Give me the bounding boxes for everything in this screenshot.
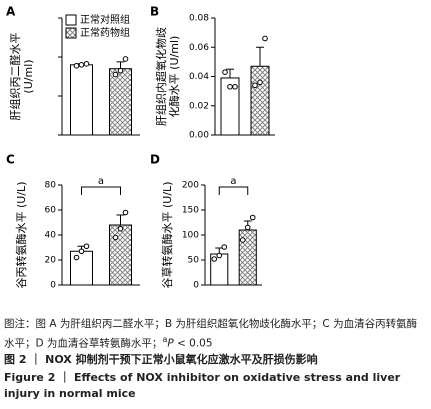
data-point — [262, 35, 268, 42]
data-point — [239, 237, 246, 243]
data-point — [117, 225, 124, 232]
y-axis-label: (U/ml) — [22, 59, 35, 93]
panel-label: D — [150, 153, 160, 167]
y-tick-label: 200 — [182, 181, 199, 191]
caption-sig: a — [162, 335, 168, 344]
y-tick-label: 0.08 — [189, 14, 209, 24]
y-tick-label: 60 — [45, 206, 57, 216]
data-point — [257, 79, 263, 86]
data-point — [252, 82, 258, 89]
y-tick-label: 0 — [193, 281, 199, 291]
data-point — [227, 83, 233, 90]
legend-label: 正常对照组 — [80, 13, 130, 26]
significance-label: a — [98, 176, 104, 187]
data-point — [83, 243, 90, 250]
legend-label: 正常药物组 — [80, 26, 130, 39]
caption: 图注：图 A 为肝组织丙二醛水平；B 为肝组织超氧化物歧化酶水平；C 为血清谷丙… — [4, 316, 427, 352]
caption-note: 图注：图 A 为肝组织丙二醛水平；B 为肝组织超氧化物歧化酶水平；C 为血清谷丙… — [4, 318, 418, 350]
bar — [250, 65, 270, 136]
bar — [109, 68, 132, 136]
bar — [109, 224, 132, 286]
y-axis-label: 肝组织内超氧化物歧 — [154, 27, 168, 126]
y-axis-label: 化酶水平 (U/ml) — [167, 36, 181, 118]
panel-label: B — [150, 5, 159, 19]
caption-p: P — [167, 337, 174, 350]
data-point — [78, 248, 85, 255]
data-point — [73, 62, 80, 69]
y-tick-label: 0.06 — [189, 43, 209, 53]
y-tick-label: 150 — [182, 206, 199, 216]
data-point — [249, 214, 256, 221]
significance-bracket — [81, 186, 121, 195]
data-point — [216, 252, 223, 259]
y-axis-label: 谷丙转氨酶水平 (U/L) — [14, 182, 28, 289]
y-axis-label: 谷草转氨酶水平 (U/L) — [160, 182, 174, 289]
figure-title-en: Figure 2 ｜ Effects of NOX inhibitor on o… — [4, 371, 401, 400]
data-point — [221, 244, 228, 250]
legend-swatch — [65, 14, 77, 26]
caption-p-rest: < 0.05 — [173, 337, 213, 350]
y-tick-label: 0.04 — [189, 72, 209, 82]
y-tick-label: 40 — [45, 231, 57, 241]
significance-label: a — [230, 176, 236, 187]
panel-label: A — [6, 5, 16, 19]
data-point — [112, 71, 119, 78]
y-tick-label: 100 — [182, 231, 199, 241]
y-tick-label: 20 — [45, 256, 57, 266]
data-point — [222, 69, 228, 75]
data-point — [78, 62, 85, 68]
y-tick-label: 0.00 — [189, 131, 209, 141]
data-point — [117, 67, 124, 74]
bar — [70, 64, 93, 136]
panel-label: C — [6, 153, 15, 167]
figure-title-cn: 图 2 ｜ NOX 抑制剂干预下正常小鼠氧化应激水平及肝损伤影响 — [4, 353, 318, 366]
significance-bracket — [218, 186, 249, 195]
data-point — [211, 256, 218, 262]
y-tick-label: 80 — [45, 181, 57, 191]
data-point — [83, 61, 90, 67]
legend-swatch — [65, 27, 77, 39]
data-point — [122, 56, 129, 62]
y-tick-label: 0 — [50, 281, 56, 291]
data-point — [73, 254, 80, 261]
y-tick-label: 50 — [188, 256, 200, 266]
bar — [70, 250, 93, 286]
data-point — [232, 83, 238, 90]
data-point — [112, 234, 119, 241]
data-point — [122, 209, 129, 216]
data-point — [244, 224, 251, 231]
y-axis-label: 肝组织丙二醛水平 — [8, 33, 22, 121]
y-tick-label: 0.02 — [189, 101, 209, 111]
